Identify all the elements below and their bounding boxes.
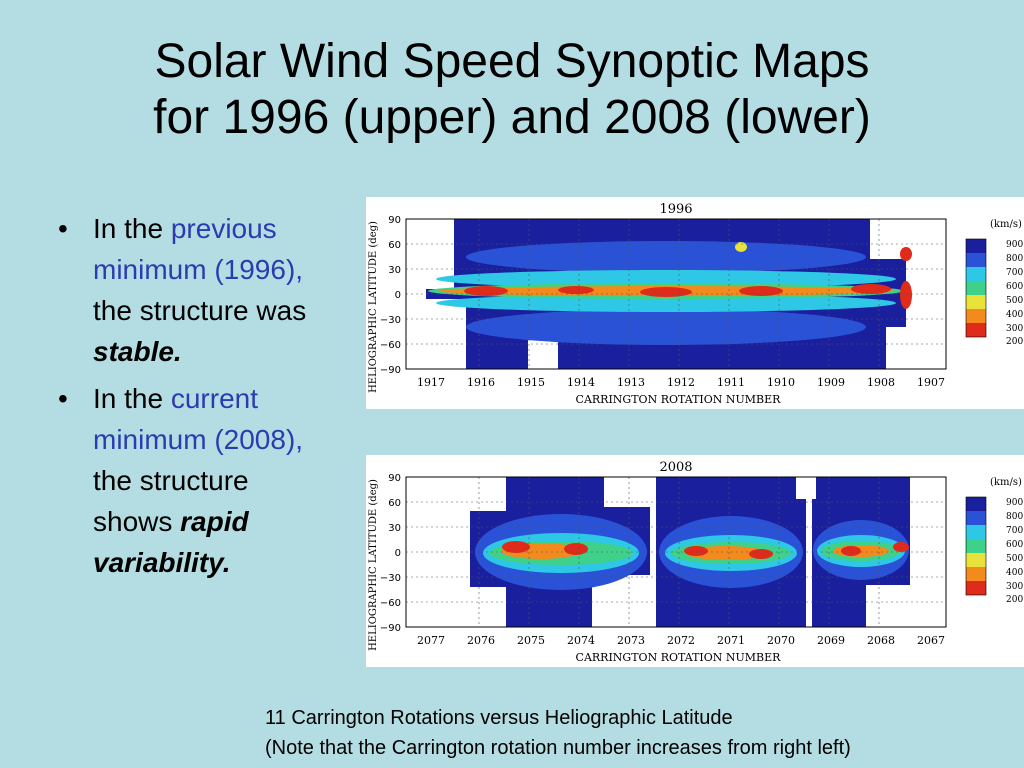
synoptic-map-1996: 1996 HELIOGRAPHIC LATITUDE (deg) 90 60 3… bbox=[366, 197, 1024, 409]
y-tick-label: −60 bbox=[380, 598, 401, 609]
x-tick-label: 2069 bbox=[817, 634, 845, 647]
bullet-prefix: In the bbox=[93, 213, 171, 244]
y-axis-title: HELIOGRAPHIC LATITUDE (deg) bbox=[368, 479, 379, 651]
map-year-title: 1996 bbox=[659, 202, 692, 217]
x-tick-label: 2075 bbox=[517, 634, 545, 647]
bullet-prefix: In the bbox=[93, 383, 171, 414]
y-tick-label: −60 bbox=[380, 340, 401, 351]
bullet-list: In the previous minimum (1996), the stru… bbox=[58, 208, 328, 589]
x-axis-label: CARRINGTON ROTATION NUMBER bbox=[576, 393, 782, 406]
colorbar-label: 400 bbox=[1006, 310, 1023, 320]
x-axis-label: CARRINGTON ROTATION NUMBER bbox=[576, 651, 782, 664]
x-axis-title: CARRINGTON ROTATION NUMBER bbox=[576, 651, 782, 664]
colorbar: (km/s) 900 800 700 600 500 400 300 200 bbox=[965, 219, 1023, 347]
colorbar-label: 900 bbox=[1006, 498, 1023, 508]
y-tick-labels: 90 60 30 0 −30 −60 −90 bbox=[380, 215, 401, 376]
x-tick-label: 2070 bbox=[767, 634, 795, 647]
y-axis-title: HELIOGRAPHIC LATITUDE (deg) bbox=[368, 221, 379, 393]
x-tick-label: 2068 bbox=[867, 634, 895, 647]
bullet-item-1996: In the previous minimum (1996), the stru… bbox=[58, 208, 328, 372]
synoptic-map-2008-svg: 2008 HELIOGRAPHIC LATITUDE (deg) 90 60 3… bbox=[366, 455, 1024, 667]
y-tick-label: −90 bbox=[380, 365, 401, 376]
bullet-emphasis: stable. bbox=[93, 336, 182, 367]
y-tick-label: −30 bbox=[380, 315, 401, 326]
colorbar-label: 600 bbox=[1006, 282, 1023, 292]
bullet-item-2008: In the current minimum (2008), the struc… bbox=[58, 378, 328, 583]
colorbar-label: 300 bbox=[1006, 582, 1023, 592]
bullet-middle: the structure was bbox=[93, 295, 307, 326]
colorbar-label: 300 bbox=[1006, 324, 1023, 334]
grid-lines bbox=[406, 477, 946, 627]
slide-title: Solar Wind Speed Synoptic Maps for 1996 … bbox=[0, 34, 1024, 146]
bullet-middle: the structure shows bbox=[93, 465, 249, 537]
x-tick-label: 2067 bbox=[917, 634, 945, 647]
x-axis-title: CARRINGTON ROTATION NUMBER bbox=[576, 393, 782, 406]
colorbar-label: 500 bbox=[1006, 296, 1023, 306]
y-tick-label: −90 bbox=[380, 623, 401, 634]
slide-title-line-1: Solar Wind Speed Synoptic Maps bbox=[154, 35, 870, 88]
map-year-label: 2008 bbox=[659, 460, 692, 475]
colorbar-label: 200 bbox=[1006, 595, 1023, 605]
colorbar-label: 700 bbox=[1006, 268, 1023, 278]
bullet-highlight: current minimum (2008), bbox=[93, 383, 304, 455]
bullet-highlight: previous minimum (1996), bbox=[93, 213, 304, 285]
x-tick-label: 1917 bbox=[417, 376, 445, 389]
speed-field bbox=[470, 477, 910, 627]
x-tick-label: 2072 bbox=[667, 634, 695, 647]
figure-caption: 11 Carrington Rotations versus Heliograp… bbox=[265, 703, 851, 763]
plot-frame bbox=[405, 476, 947, 628]
x-tick-label: 2076 bbox=[467, 634, 495, 647]
x-tick-label: 1911 bbox=[717, 376, 745, 389]
colorbar: (km/s) 900 800 700 600 500 400 300 200 bbox=[965, 477, 1023, 605]
map-year-label: 1996 bbox=[659, 202, 692, 217]
caption-line-1: 11 Carrington Rotations versus Heliograp… bbox=[265, 707, 733, 729]
synoptic-map-2008: 2008 HELIOGRAPHIC LATITUDE (deg) 90 60 3… bbox=[366, 455, 1024, 667]
x-tick-label: 1908 bbox=[867, 376, 895, 389]
y-tick-label: 0 bbox=[395, 548, 401, 559]
y-tick-label: 30 bbox=[388, 265, 401, 276]
x-tick-labels: 2077 2076 2075 2074 2073 2072 2071 2070 … bbox=[417, 634, 945, 647]
y-tick-label: 0 bbox=[395, 290, 401, 301]
colorbar-label: 200 bbox=[1006, 337, 1023, 347]
y-axis-label: HELIOGRAPHIC LATITUDE (deg) bbox=[368, 221, 379, 393]
synoptic-map-1996-svg: 1996 HELIOGRAPHIC LATITUDE (deg) 90 60 3… bbox=[366, 197, 1024, 409]
grid-lines bbox=[406, 219, 946, 369]
x-tick-label: 1909 bbox=[817, 376, 845, 389]
colorbar-label: 800 bbox=[1006, 512, 1023, 522]
x-tick-label: 1907 bbox=[917, 376, 945, 389]
y-tick-label: 60 bbox=[388, 498, 401, 509]
colorbar-label: 500 bbox=[1006, 554, 1023, 564]
slide-title-line-2: for 1996 (upper) and 2008 (lower) bbox=[153, 91, 871, 144]
plot-frame bbox=[405, 218, 947, 370]
colorbar-label: 700 bbox=[1006, 526, 1023, 536]
x-tick-label: 1915 bbox=[517, 376, 545, 389]
y-tick-label: 30 bbox=[388, 523, 401, 534]
colorbar-label: 900 bbox=[1006, 240, 1023, 250]
map-year-title: 2008 bbox=[659, 460, 692, 475]
x-tick-label: 1916 bbox=[467, 376, 495, 389]
x-tick-label: 1910 bbox=[767, 376, 795, 389]
speed-field bbox=[426, 219, 912, 369]
y-tick-label: −30 bbox=[380, 573, 401, 584]
caption-line-2: (Note that the Carrington rotation numbe… bbox=[265, 737, 851, 759]
colorbar-label: 600 bbox=[1006, 540, 1023, 550]
y-tick-label: 90 bbox=[388, 473, 401, 484]
x-tick-label: 2071 bbox=[717, 634, 745, 647]
y-tick-label: 60 bbox=[388, 240, 401, 251]
x-tick-labels: 1917 1916 1915 1914 1913 1912 1911 1910 … bbox=[417, 376, 945, 389]
y-axis-label: HELIOGRAPHIC LATITUDE (deg) bbox=[368, 479, 379, 651]
colorbar-label: 400 bbox=[1006, 568, 1023, 578]
bullet-emphasis: rapid variability. bbox=[93, 506, 249, 578]
x-tick-label: 2074 bbox=[567, 634, 595, 647]
colorbar-label: 800 bbox=[1006, 254, 1023, 264]
x-tick-label: 1912 bbox=[667, 376, 695, 389]
x-tick-label: 2073 bbox=[617, 634, 645, 647]
x-tick-label: 2077 bbox=[417, 634, 445, 647]
colorbar-unit: (km/s) bbox=[990, 477, 1022, 488]
y-tick-labels: 90 60 30 0 −30 −60 −90 bbox=[380, 473, 401, 634]
x-tick-label: 1913 bbox=[617, 376, 645, 389]
x-tick-label: 1914 bbox=[567, 376, 595, 389]
colorbar-unit: (km/s) bbox=[990, 219, 1022, 230]
y-tick-label: 90 bbox=[388, 215, 401, 226]
